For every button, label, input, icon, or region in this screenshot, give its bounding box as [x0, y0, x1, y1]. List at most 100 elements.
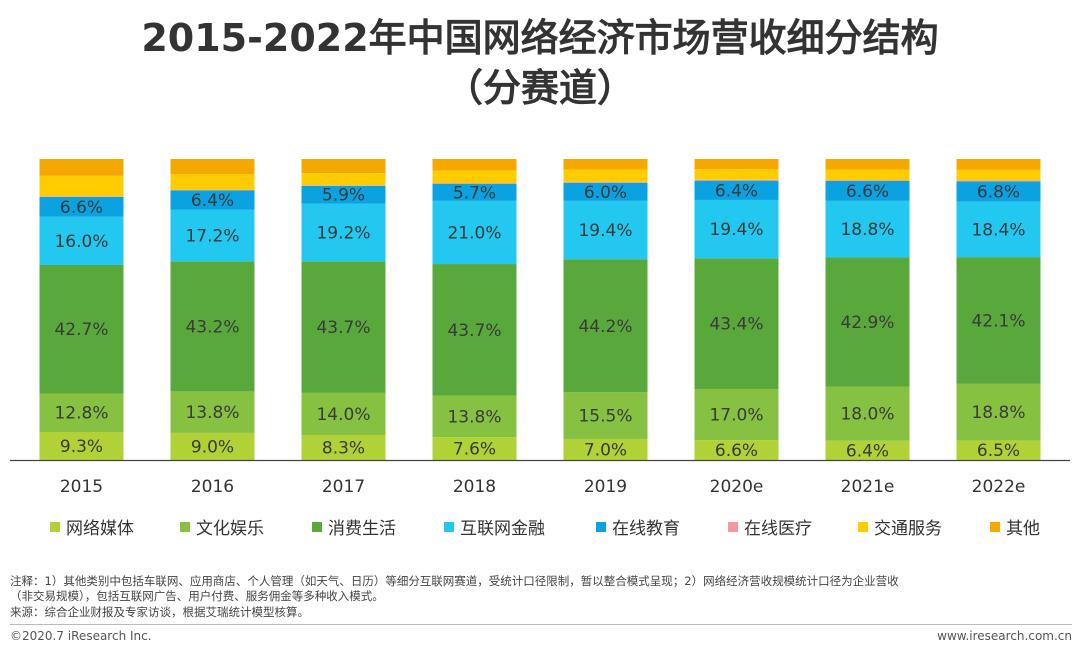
x-tick-label: 2019 — [584, 477, 627, 497]
data-label: 6.4% — [715, 181, 758, 201]
data-label: 5.7% — [453, 183, 496, 203]
legend-item: 消费生活 — [312, 514, 396, 539]
chart-title-line1: 2015-2022年中国网络经济市场营收细分结构 — [141, 16, 939, 60]
note-line1: 注释：1）其他类别中包括车联网、应用商店、个人管理（如天气、日历）等细分互联网赛… — [10, 574, 899, 588]
bar-segment — [432, 264, 517, 396]
legend-swatch — [990, 521, 1000, 532]
bar-segment — [563, 169, 648, 182]
bar-segment — [39, 264, 124, 394]
bar-segment — [563, 259, 648, 393]
data-label: 13.8% — [185, 403, 239, 423]
legend-swatch — [444, 521, 454, 532]
legend-label: 文化娱乐 — [196, 519, 264, 539]
bar-segment — [39, 432, 124, 460]
bar-segment — [170, 432, 255, 460]
legend-swatch — [728, 521, 738, 532]
bar-segment — [170, 261, 255, 392]
legend-label: 交通服务 — [874, 519, 942, 539]
data-label: 19.2% — [316, 223, 370, 243]
website-link[interactable]: www.iresearch.com.cn — [937, 629, 1072, 643]
data-label: 7.6% — [453, 440, 496, 460]
data-label: 13.8% — [447, 407, 501, 427]
bar-segment — [694, 179, 779, 181]
data-label: 6.8% — [977, 183, 1020, 203]
legend-label: 网络媒体 — [66, 519, 134, 539]
bar-segment — [301, 185, 386, 204]
bar-segment — [39, 196, 124, 217]
legend-item: 交通服务 — [858, 514, 942, 539]
bar-segment — [170, 391, 255, 433]
data-label: 5.9% — [322, 186, 365, 206]
bar-segment — [301, 392, 386, 436]
legend-item: 文化娱乐 — [180, 514, 264, 539]
bar-segment — [39, 196, 124, 197]
bar-segment — [432, 437, 517, 460]
data-label: 18.8% — [840, 220, 894, 240]
bar-segment — [432, 183, 517, 184]
legend-item: 互联网金融 — [444, 514, 545, 539]
source-note: 来源：综合企业财报及专家访谈，根据艾瑞统计模型核算。 — [10, 605, 309, 619]
data-label: 7.0% — [584, 440, 627, 460]
bar-segment — [956, 201, 1041, 258]
x-tick-label: 2015 — [60, 477, 103, 497]
bar-segment — [956, 159, 1041, 170]
bar-segment — [825, 200, 910, 258]
legend-swatch — [858, 521, 868, 532]
bar-segment — [825, 169, 910, 181]
bar-segment — [301, 173, 386, 186]
bar-segment — [825, 180, 910, 201]
bar-segment — [563, 438, 648, 460]
bar-segment — [432, 170, 517, 184]
data-label: 6.6% — [846, 182, 889, 202]
bar-segment — [432, 183, 517, 201]
bar-segment — [825, 386, 910, 441]
stacked-bar-chart: 9.3% 12.8% 42.7% 16.0% 6.6% 2015 9.0% 13.8% 43.2… — [10, 159, 1070, 497]
bar-segment — [432, 159, 517, 171]
data-label: 9.3% — [60, 437, 103, 457]
bar-segment — [39, 393, 124, 433]
data-label: 6.6% — [715, 441, 758, 461]
bar-segment — [170, 190, 255, 210]
legend-label: 在线教育 — [612, 519, 680, 539]
chart-title-line2: （分赛道） — [444, 66, 635, 110]
legend-label: 互联网金融 — [460, 519, 545, 539]
bar-segment — [170, 209, 255, 262]
note-line2: （非交易规模），包括互联网广告、用户付费、服务佣金等多种收入模式。 — [10, 589, 384, 603]
bar-segment — [563, 181, 648, 183]
data-label: 14.0% — [316, 405, 370, 425]
bar-segment — [301, 435, 386, 460]
bar-segment — [563, 182, 648, 201]
data-label: 18.8% — [971, 403, 1025, 423]
bar-segment — [825, 257, 910, 387]
data-label: 43.2% — [185, 317, 239, 337]
data-label: 44.2% — [578, 317, 632, 337]
legend-item: 其他 — [990, 514, 1040, 539]
data-label: 6.6% — [60, 198, 103, 218]
data-label: 18.0% — [840, 405, 894, 425]
data-label: 8.3% — [322, 439, 365, 459]
bar-segment — [956, 440, 1041, 460]
bar-segment — [694, 440, 779, 460]
data-label: 42.1% — [971, 311, 1025, 331]
data-label: 15.5% — [578, 407, 632, 427]
bar-segment — [563, 200, 648, 260]
x-tick-label: 2018 — [453, 477, 496, 497]
bar-segment — [563, 159, 648, 170]
legend-item: 在线医疗 — [728, 514, 812, 539]
data-label: 21.0% — [447, 223, 501, 243]
bar-segment — [956, 383, 1041, 441]
data-label: 16.0% — [54, 232, 108, 252]
bar-segment — [301, 159, 386, 174]
bar-segment — [956, 180, 1041, 182]
bar-segment — [956, 181, 1041, 202]
data-label: 12.8% — [54, 404, 108, 424]
bar-segment — [170, 189, 255, 191]
bar-segment — [39, 159, 124, 176]
chart-legend: 网络媒体 文化娱乐 消费生活 互联网金融 在线教育 在线医疗 交通服务 其他 — [0, 514, 1080, 540]
bar-segment — [563, 392, 648, 439]
legend-swatch — [596, 521, 606, 532]
legend-swatch — [50, 521, 60, 532]
data-label: 42.7% — [54, 320, 108, 340]
data-label: 17.0% — [709, 406, 763, 426]
copyright-text: ©2020.7 iResearch Inc. — [10, 629, 152, 643]
